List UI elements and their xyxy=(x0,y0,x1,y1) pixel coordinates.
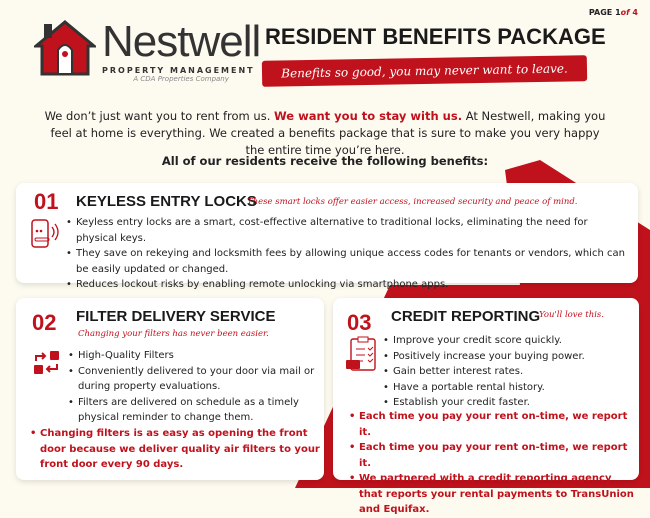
benefits-lead: All of our residents receive the followi… xyxy=(161,154,489,168)
logo-subtitle: PROPERTY MANAGEMENT xyxy=(102,66,255,75)
bullet-item: Conveniently delivered to your door via … xyxy=(68,364,318,395)
bullet-item: Establish your credit faster. xyxy=(383,395,633,411)
highlight-item: Each time you pay your rent on-time, we … xyxy=(349,440,634,471)
logo-name: Nestwell xyxy=(102,17,261,66)
credit-checklist-icon xyxy=(346,336,376,371)
benefit-number: 03 xyxy=(347,310,372,335)
benefit-title: FILTER DELIVERY SERVICE xyxy=(76,308,276,325)
exchange-icon xyxy=(34,351,59,374)
bullet-item: High-Quality Filters xyxy=(68,348,318,364)
smart-lock-icon xyxy=(31,219,59,248)
intro-text: We don’t just want you to rent from us. … xyxy=(44,109,606,157)
bullet-item: Keyless entry locks are a smart, cost-ef… xyxy=(66,215,631,246)
highlight-item: We partnered with a credit reporting age… xyxy=(349,471,634,518)
house-logo-icon xyxy=(34,20,96,76)
benefit-title: KEYLESS ENTRY LOCKS xyxy=(76,193,257,210)
bullet-item: Gain better interest rates. xyxy=(383,364,633,380)
page-indicator: PAGE 1of 4 xyxy=(588,8,638,17)
logo-company: A CDA Properties Company xyxy=(133,75,229,83)
bullet-item: Reduces lockout risks by enabling remote… xyxy=(66,277,631,293)
bullet-item: Improve your credit score quickly. xyxy=(383,333,633,349)
bullet-item: Have a portable rental history. xyxy=(383,380,633,396)
benefit-card-credit: 03 CREDIT REPORTING You'll love this. Im… xyxy=(333,298,639,515)
highlight-item: Each time you pay your rent on-time, we … xyxy=(349,409,634,440)
bullet-item: They save on rekeying and locksmith fees… xyxy=(66,246,631,277)
benefit-tagline: Changing your filters has never been eas… xyxy=(78,329,269,339)
highlight-item: Changing filters is as easy as opening t… xyxy=(30,426,320,473)
bullet-item: Filters are delivered on schedule as a t… xyxy=(68,395,318,426)
benefit-tagline: You'll love this. xyxy=(539,310,604,320)
benefit-tagline: These smart locks offer easier access, i… xyxy=(247,197,578,207)
nestwell-logo: Nestwell PROPERTY MANAGEMENT A CDA Prope… xyxy=(34,17,261,83)
benefit-card-filter: 02 FILTER DELIVERY SERVICE Changing your… xyxy=(16,298,324,480)
benefit-card-keyless: 01 KEYLESS ENTRY LOCKS These smart locks… xyxy=(16,183,638,292)
benefit-number: 01 xyxy=(34,189,59,214)
tagline-banner: Benefits so good, you may never want to … xyxy=(261,55,588,87)
benefit-title: CREDIT REPORTING xyxy=(391,308,541,325)
benefit-number: 02 xyxy=(32,310,57,335)
bullet-item: Positively increase your buying power. xyxy=(383,349,633,365)
page-title: RESIDENT BENEFITS PACKAGE xyxy=(265,24,606,49)
